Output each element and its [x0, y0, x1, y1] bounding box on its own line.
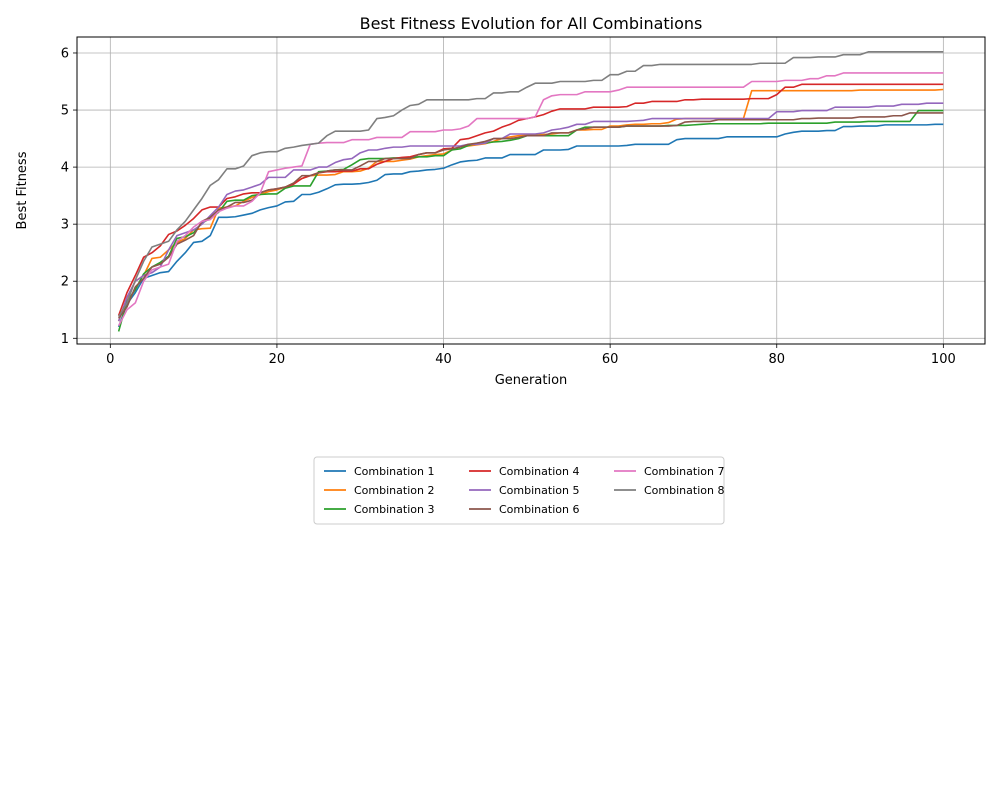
- x-tick-label: 40: [435, 352, 452, 367]
- y-axis-label: Best Fitness: [15, 151, 30, 229]
- legend-label-7: Combination 7: [644, 465, 724, 478]
- legend-label-8: Combination 8: [644, 484, 724, 497]
- x-tick-label: 0: [106, 352, 114, 367]
- legend-label-1: Combination 1: [354, 465, 434, 478]
- series-line-8: [117, 51, 944, 318]
- y-tick-label: 6: [61, 46, 69, 61]
- series-line-5: [117, 102, 944, 322]
- grid-lines: [77, 37, 985, 344]
- legend-label-5: Combination 5: [499, 484, 579, 497]
- y-tick-label: 1: [61, 332, 69, 347]
- legend-label-3: Combination 3: [354, 503, 434, 516]
- legend-label-2: Combination 2: [354, 484, 434, 497]
- y-tick-label: 2: [61, 275, 69, 290]
- series-lines: [117, 51, 944, 332]
- series-line-7: [117, 72, 944, 327]
- legend-box: [313, 456, 725, 525]
- x-axis-label: Generation: [495, 373, 568, 388]
- y-tick-label: 5: [61, 104, 69, 119]
- series-line-3: [117, 109, 944, 332]
- plot-area-frame: [76, 36, 986, 345]
- x-tick-label: 80: [768, 352, 785, 367]
- legend-label-4: Combination 4: [499, 465, 579, 478]
- x-tick-label: 20: [269, 352, 286, 367]
- x-tick-label: 100: [931, 352, 956, 367]
- series-line-1: [117, 123, 944, 328]
- y-tick-label: 4: [61, 161, 69, 176]
- x-tick-label: 60: [602, 352, 619, 367]
- chart-title: Best Fitness Evolution for All Combinati…: [360, 14, 703, 33]
- legend-label-6: Combination 6: [499, 503, 579, 516]
- legend: Combination 1 Combination 2 Combination 3 C…: [313, 456, 725, 525]
- y-tick-label: 3: [61, 218, 69, 233]
- axis-ticks: 0 20 40 60 80 100 1 2 3 4 5 6: [61, 46, 956, 367]
